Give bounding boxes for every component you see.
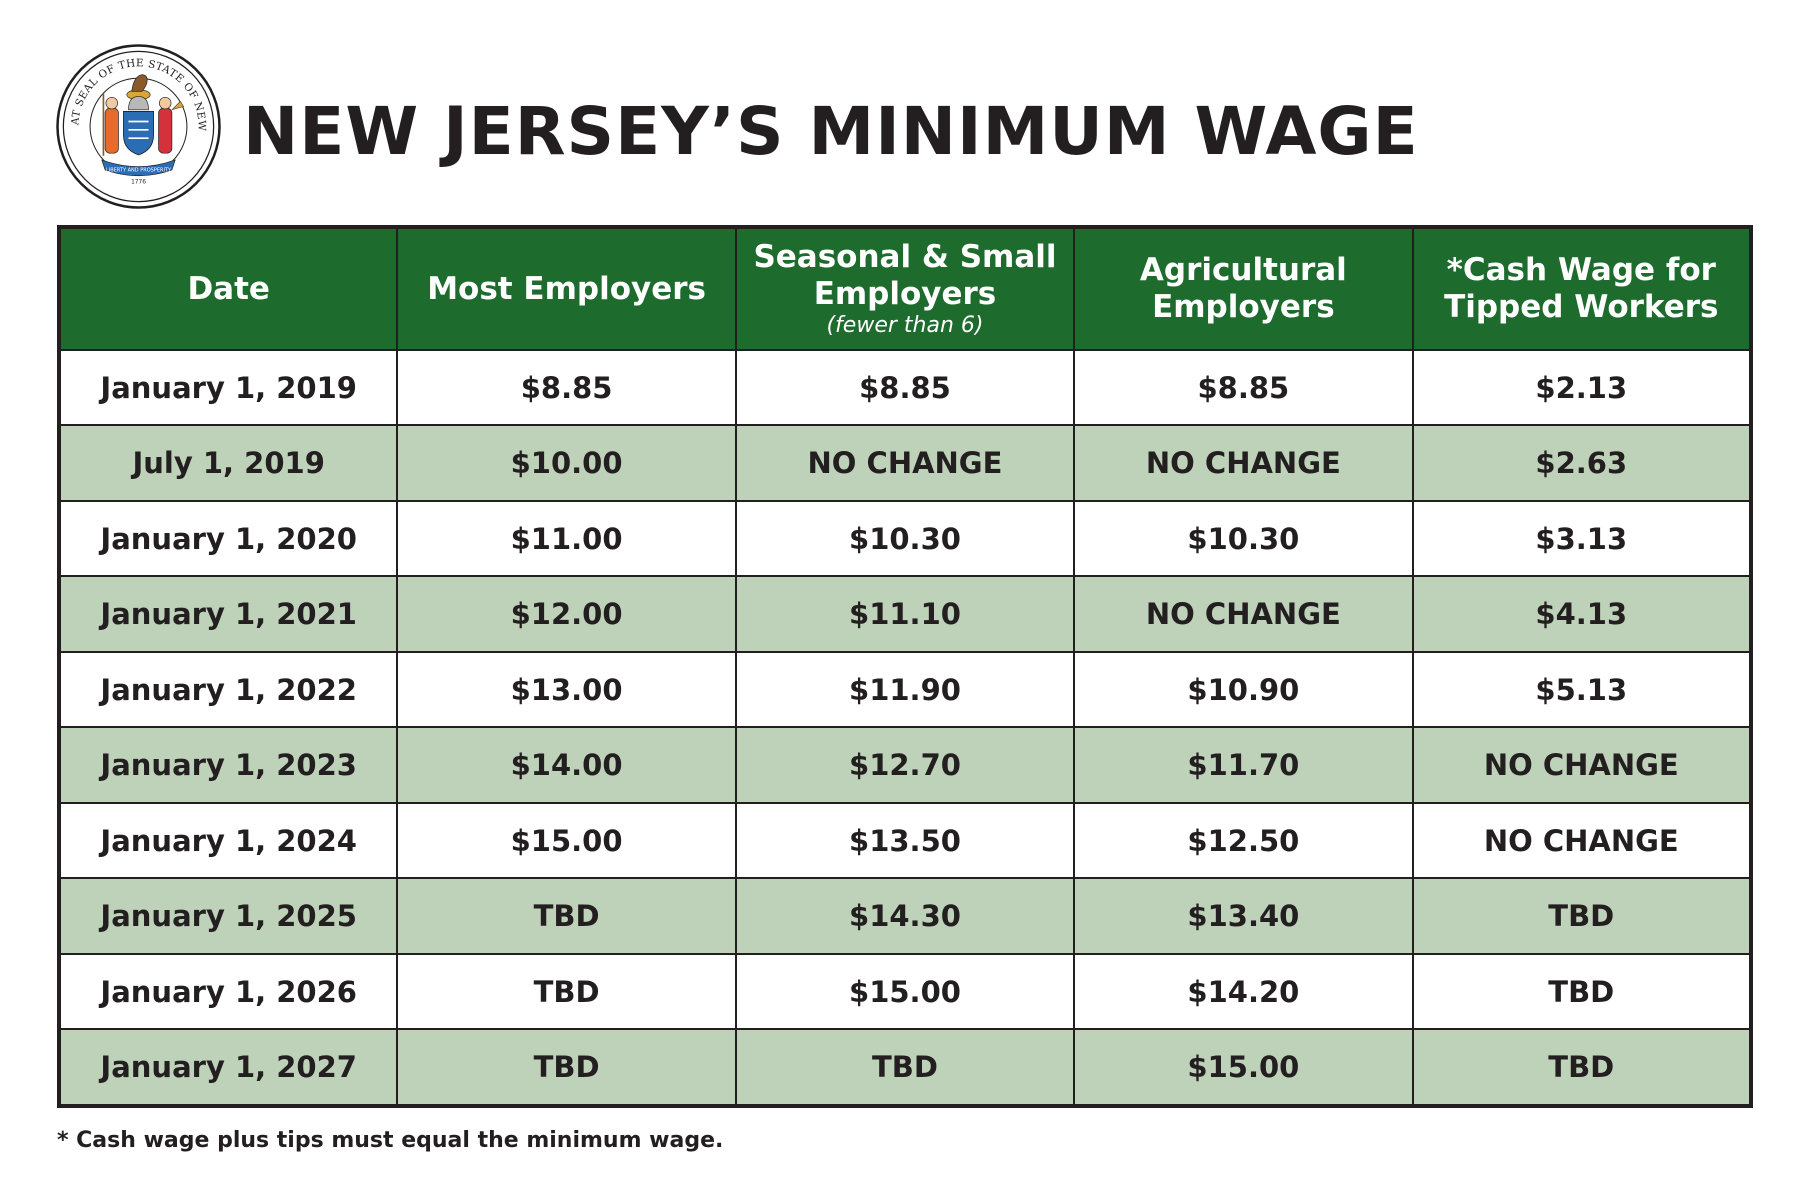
table-body: January 1, 2019 $8.85 $8.85 $8.85 $2.13 … [57,348,1753,1107]
column-label: Date [187,270,270,307]
column-sublabel: (fewer than 6) [826,313,984,338]
most-employers-cell: $11.00 [396,499,737,578]
date-cell: January 1, 2027 [57,1028,399,1107]
date-cell: January 1, 2022 [57,650,399,729]
agricultural-cell: $15.00 [1073,1028,1414,1107]
state-seal-icon: THE GREAT SEAL OF THE STATE OF NEW JERSE… [55,43,221,209]
table-row: January 1, 2021 $12.00 $11.10 NO CHANGE … [57,575,1753,653]
column-header-tipped-workers: *Cash Wage for Tipped Workers [1411,226,1753,351]
date-cell: January 1, 2025 [57,877,399,955]
column-label: Most Employers [427,270,706,307]
column-header-most-employers: Most Employers [396,226,737,351]
date-cell: January 1, 2021 [57,575,399,653]
agricultural-cell: $11.70 [1073,726,1414,804]
table-row: January 1, 2023 $14.00 $12.70 $11.70 NO … [57,726,1753,804]
most-employers-cell: $14.00 [396,726,737,804]
most-employers-cell: $13.00 [396,650,737,729]
seasonal-small-cell: $10.30 [734,499,1076,578]
table-row: January 1, 2025 TBD $14.30 $13.40 TBD [57,877,1753,955]
tipped-cash-wage-cell: TBD [1411,877,1753,955]
table-row: January 1, 2022 $13.00 $11.90 $10.90 $5.… [57,650,1753,729]
most-employers-cell: $15.00 [396,801,737,880]
seasonal-small-cell: $15.00 [734,952,1076,1031]
column-label: Seasonal & Small Employers [753,239,1057,312]
agricultural-cell: $10.90 [1073,650,1414,729]
tipped-cash-wage-cell: $4.13 [1411,575,1753,653]
seasonal-small-cell: $13.50 [734,801,1076,880]
tipped-cash-wage-cell: $5.13 [1411,650,1753,729]
date-cell: January 1, 2026 [57,952,399,1031]
column-header-date: Date [57,226,399,351]
agricultural-cell: $14.20 [1073,952,1414,1031]
column-header-seasonal-small-employers: Seasonal & Small Employers (fewer than 6… [734,226,1076,351]
svg-text:LIBERTY AND PROSPERITY: LIBERTY AND PROSPERITY [106,168,172,174]
most-employers-cell: TBD [396,952,737,1031]
agricultural-cell: $10.30 [1073,499,1414,578]
minimum-wage-table: Date Most Employers Seasonal & Small Emp… [57,225,1753,1108]
tipped-cash-wage-cell: TBD [1411,1028,1753,1107]
page-title: NEW JERSEY’S MINIMUM WAGE [243,93,1419,170]
seasonal-small-cell: $8.85 [734,348,1076,427]
seasonal-small-cell: TBD [734,1028,1076,1107]
most-employers-cell: $12.00 [396,575,737,653]
most-employers-cell: $10.00 [396,424,737,502]
column-label: *Cash Wage for Tipped Workers [1444,252,1719,325]
tipped-cash-wage-cell: NO CHANGE [1411,726,1753,804]
tipped-cash-wage-cell: NO CHANGE [1411,801,1753,880]
seasonal-small-cell: $12.70 [734,726,1076,804]
agricultural-cell: $8.85 [1073,348,1414,427]
table-row: January 1, 2024 $15.00 $13.50 $12.50 NO … [57,801,1753,880]
table-header: Date Most Employers Seasonal & Small Emp… [57,226,1753,351]
date-cell: January 1, 2019 [57,348,399,427]
svg-text:1776: 1776 [131,179,146,185]
seasonal-small-cell: $11.10 [734,575,1076,653]
date-cell: July 1, 2019 [57,424,399,502]
seasonal-small-cell: $11.90 [734,650,1076,729]
agricultural-cell: $13.40 [1073,877,1414,955]
tipped-cash-wage-cell: $2.13 [1411,348,1753,427]
most-employers-cell: $8.85 [396,348,737,427]
tipped-cash-wage-cell: TBD [1411,952,1753,1031]
agricultural-cell: $12.50 [1073,801,1414,880]
most-employers-cell: TBD [396,1028,737,1107]
most-employers-cell: TBD [396,877,737,955]
date-cell: January 1, 2020 [57,499,399,578]
column-header-agricultural-employers: Agricultural Employers [1073,226,1414,351]
agricultural-cell: NO CHANGE [1073,424,1414,502]
table-row: January 1, 2027 TBD TBD $15.00 TBD [57,1028,1753,1107]
table-row: January 1, 2026 TBD $15.00 $14.20 TBD [57,952,1753,1031]
table-row: January 1, 2020 $11.00 $10.30 $10.30 $3.… [57,499,1753,578]
tipped-cash-wage-cell: $3.13 [1411,499,1753,578]
table-row: January 1, 2019 $8.85 $8.85 $8.85 $2.13 [57,348,1753,427]
seasonal-small-cell: NO CHANGE [734,424,1076,502]
footnote: * Cash wage plus tips must equal the min… [57,1128,724,1153]
table-row: July 1, 2019 $10.00 NO CHANGE NO CHANGE … [57,424,1753,502]
tipped-cash-wage-cell: $2.63 [1411,424,1753,502]
date-cell: January 1, 2024 [57,801,399,880]
header-row: Date Most Employers Seasonal & Small Emp… [57,226,1753,351]
date-cell: January 1, 2023 [57,726,399,804]
agricultural-cell: NO CHANGE [1073,575,1414,653]
seasonal-small-cell: $14.30 [734,877,1076,955]
column-label: Agricultural Employers [1139,252,1347,325]
